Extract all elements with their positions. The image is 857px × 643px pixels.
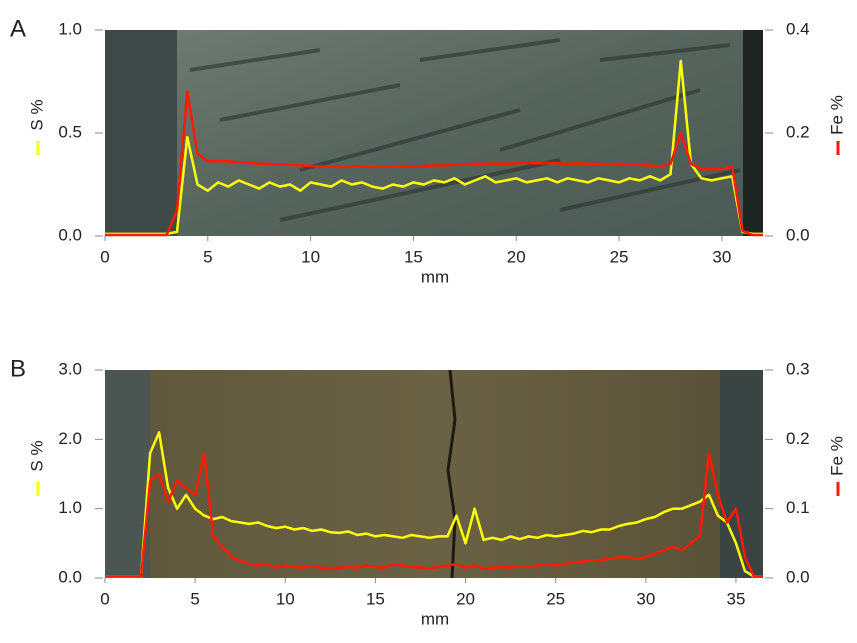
x-tick-label: 0 xyxy=(100,247,109,266)
y-tick-label: 0.0 xyxy=(58,225,82,244)
x-tick-label: 15 xyxy=(404,247,423,266)
y2-tick-label: 0.2 xyxy=(786,122,810,141)
x-tick-label: 35 xyxy=(726,589,745,608)
x-tick-label: 20 xyxy=(456,589,475,608)
x-tick-label: 20 xyxy=(507,247,526,266)
x-tick-label: 25 xyxy=(610,247,629,266)
panel-label: A xyxy=(10,15,26,42)
y2-axis-label: Fe % xyxy=(827,95,846,135)
x-tick-label: 5 xyxy=(190,589,199,608)
photo-a xyxy=(105,30,763,236)
x-tick-label: 30 xyxy=(636,589,655,608)
y-axis-label: S % xyxy=(27,99,46,130)
data-line xyxy=(105,451,763,578)
plots: A 0.0 0.5 1.0 0.0 0.2 0.4 0 5 10 15 20 25 30 mm S % Fe %… xyxy=(10,15,846,628)
y2-axis-label: Fe % xyxy=(827,436,846,476)
y2-tick-label: 0.1 xyxy=(786,498,810,517)
y2-tick-label: 0.3 xyxy=(786,359,810,378)
x-axis-label: mm xyxy=(421,609,449,628)
y-axis-label: S % xyxy=(27,440,46,471)
x-tick-label: 10 xyxy=(276,589,295,608)
x-tick-label: 0 xyxy=(100,589,109,608)
y-tick-label: 0.0 xyxy=(58,567,82,586)
x-tick-label: 15 xyxy=(366,589,385,608)
x-tick-label: 5 xyxy=(203,247,212,266)
y2-tick-label: 0.4 xyxy=(786,19,810,38)
y-tick-label: 1.0 xyxy=(58,498,82,517)
data-line xyxy=(105,59,763,236)
data-line xyxy=(105,431,763,578)
y-tick-label: 2.0 xyxy=(58,429,82,448)
data-line xyxy=(105,90,763,237)
y2-tick-label: 0.2 xyxy=(786,429,810,448)
y2-tick-label: 0.0 xyxy=(786,567,810,586)
y2-tick-label: 0.0 xyxy=(786,225,810,244)
x-axis-label: mm xyxy=(421,267,449,286)
x-tick-label: 25 xyxy=(546,589,565,608)
y-tick-label: 1.0 xyxy=(58,19,82,38)
panel-label: B xyxy=(10,355,26,382)
x-tick-label: 30 xyxy=(712,247,731,266)
photo-b xyxy=(105,369,763,579)
y-tick-label: 0.5 xyxy=(58,122,82,141)
y-tick-label: 3.0 xyxy=(58,359,82,378)
x-tick-label: 10 xyxy=(301,247,320,266)
